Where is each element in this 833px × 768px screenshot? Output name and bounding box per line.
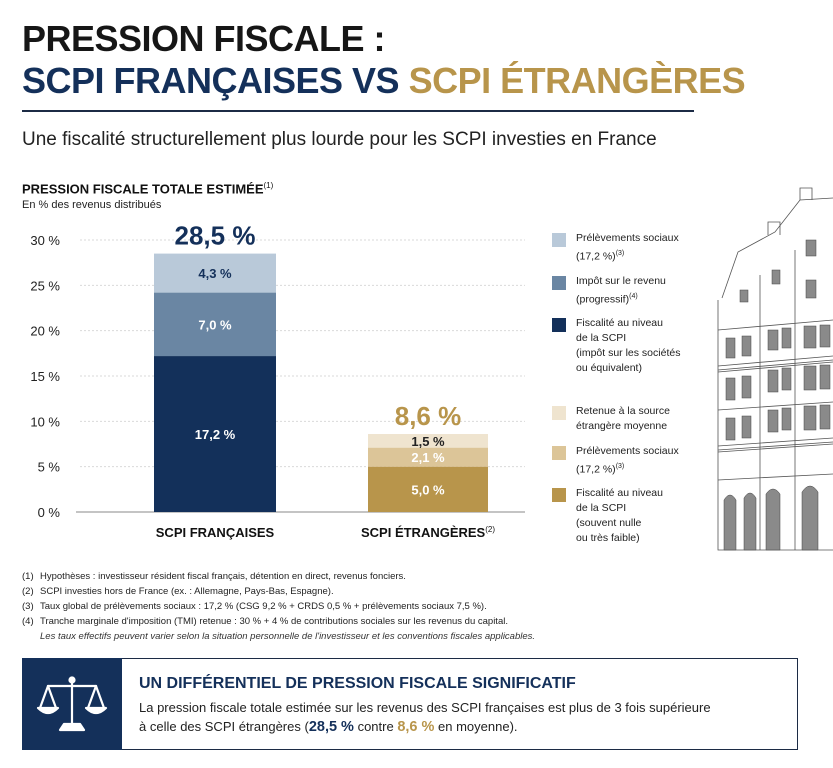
legend-swatch	[552, 406, 566, 420]
bar-segment	[368, 447, 488, 467]
legend-swatch	[552, 233, 566, 247]
title-part-french: SCPI FRANÇAISES VS	[22, 60, 400, 101]
legend-item-ps-et: Prélèvements sociaux (17,2 %)(3)	[552, 444, 701, 478]
callout-text-line1: La pression fiscale totale estimée sur l…	[139, 700, 711, 715]
legend-swatch	[552, 276, 566, 290]
y-tick-label: 15 %	[30, 369, 60, 384]
segment-value-label: 2,1 %	[411, 450, 445, 465]
legend-label: Prélèvements sociaux (17,2 %)(3)	[576, 231, 701, 265]
title-divider	[22, 110, 694, 112]
segment-value-label: 7,0 %	[198, 317, 232, 332]
legend-text: Fiscalité au niveau de la SCPI (souvent …	[576, 487, 663, 544]
bar-segment	[368, 434, 488, 448]
segment-value-label: 17,2 %	[195, 427, 236, 442]
page-title-line2: SCPI FRANÇAISES VS SCPI ÉTRANGÈRES	[22, 60, 746, 102]
y-tick-label: 0 %	[38, 505, 61, 520]
footnote-number: (2)	[22, 586, 34, 597]
y-tick-label: 5 %	[38, 460, 61, 475]
scales-of-justice-icon	[36, 676, 108, 732]
legend-swatch	[552, 488, 566, 502]
footnote-number: (1)	[22, 571, 34, 582]
page-title: PRESSION FISCALE :	[22, 18, 386, 59]
callout-value-french: 28,5 %	[308, 719, 354, 735]
bar-segment	[154, 253, 276, 293]
bar-total-label: 28,5 %	[175, 221, 256, 251]
y-tick-label: 25 %	[30, 278, 60, 293]
callout-icon-panel	[22, 658, 122, 750]
segment-value-label: 4,3 %	[198, 266, 232, 281]
legend-swatch	[552, 318, 566, 332]
bar-segment	[154, 292, 276, 357]
bar-segment	[368, 466, 488, 512]
haussmann-building-illustration	[717, 187, 833, 551]
chart-heading: PRESSION FISCALE TOTALE ESTIMÉE(1)	[22, 181, 273, 196]
legend-text: Impôt sur le revenu (progressif)	[576, 275, 666, 306]
segment-value-label: 5,0 %	[411, 482, 445, 497]
footnote-text: Taux global de prélèvements sociaux : 17…	[40, 601, 487, 612]
callout-text-part: à celle des SCPI étrangères (	[139, 719, 309, 734]
legend-item-ir-fr: Impôt sur le revenu (progressif)(4)	[552, 274, 701, 308]
legend-text: Fiscalité au niveau de la SCPI (impôt su…	[576, 317, 681, 374]
footnote: (2) SCPI investies hors de France (ex. : …	[22, 584, 582, 599]
legend-note: (3)	[615, 250, 625, 257]
legend-label: Fiscalité au niveau de la SCPI (impôt su…	[576, 316, 701, 376]
footnote: (3) Taux global de prélèvements sociaux :…	[22, 599, 582, 614]
legend-note: (3)	[615, 463, 625, 470]
page-subtitle: Une fiscalité structurellement plus lour…	[22, 129, 657, 150]
footnotes: (1) Hypothèses : investisseur résident fi…	[22, 569, 582, 644]
legend-text: Retenue à la source étrangère moyenne	[576, 405, 670, 432]
footnote-text: SCPI investies hors de France (ex. : All…	[40, 586, 334, 597]
legend-text: Prélèvements sociaux (17,2 %)	[576, 445, 679, 476]
bar-total-label: 8,6 %	[395, 401, 462, 431]
callout-value-foreign: 8,6 %	[397, 719, 435, 735]
callout-text-part: en moyenne).	[434, 719, 518, 734]
y-tick-label: 30 %	[30, 233, 60, 248]
legend-text: Prélèvements sociaux (17,2 %)	[576, 232, 679, 263]
callout-text-part: contre	[353, 719, 398, 734]
legend-label: Prélèvements sociaux (17,2 %)(3)	[576, 444, 701, 478]
x-category-note: (2)	[485, 525, 495, 534]
legend-label: Retenue à la source étrangère moyenne	[576, 404, 701, 434]
x-category-text: SCPI ÉTRANGÈRES	[361, 525, 486, 540]
footnote: (4) Tranche marginale d'imposition (TMI) …	[22, 614, 582, 629]
footnote-disclaimer: Les taux effectifs peuvent varier selon …	[40, 631, 536, 642]
legend-item-is-fr: Fiscalité au niveau de la SCPI (impôt su…	[552, 316, 701, 376]
footnote-text: Tranche marginale d'imposition (TMI) ret…	[40, 616, 508, 627]
legend-swatch	[552, 446, 566, 460]
x-category-text: SCPI FRANÇAISES	[156, 525, 275, 540]
bar-segment	[154, 356, 276, 512]
footnote-number: (3)	[22, 601, 34, 612]
y-tick-label: 10 %	[30, 414, 60, 429]
legend-label: Fiscalité au niveau de la SCPI (souvent …	[576, 486, 701, 546]
stacked-bar-chart: 0 % 5 % 10 % 15 % 20 % 25 % 30 % 17,2 % 7,0 % 4,3…	[30, 221, 525, 540]
segment-value-label: 1,5 %	[411, 434, 445, 449]
footnote: (1) Hypothèses : investisseur résident fi…	[22, 569, 582, 584]
chart-unit-label: En % des revenus distribués	[22, 199, 162, 211]
legend-label: Impôt sur le revenu (progressif)(4)	[576, 274, 701, 308]
legend-note: (4)	[629, 293, 638, 300]
footnote-text: Hypothèses : investisseur résident fisca…	[40, 571, 406, 582]
x-category-label: SCPI FRANÇAISES	[156, 525, 275, 540]
y-tick-label: 20 %	[30, 324, 60, 339]
legend-item-is-et: Fiscalité au niveau de la SCPI (souvent …	[552, 486, 701, 546]
footnote-number: (4)	[22, 616, 34, 627]
x-category-label: SCPI ÉTRANGÈRES(2)	[361, 525, 495, 540]
legend-item-ps-fr: Prélèvements sociaux (17,2 %)(3)	[552, 231, 701, 265]
chart-heading-text: PRESSION FISCALE TOTALE ESTIMÉE	[22, 181, 264, 197]
legend-item-retenue-et: Retenue à la source étrangère moyenne	[552, 404, 701, 434]
callout-title: UN DIFFÉRENTIEL DE PRESSION FISCALE SIGN…	[139, 675, 576, 692]
title-part-foreign: SCPI ÉTRANGÈRES	[408, 60, 746, 101]
callout-text-line2: à celle des SCPI étrangères (28,5 % cont…	[139, 719, 518, 735]
chart-heading-note: (1)	[263, 181, 274, 190]
